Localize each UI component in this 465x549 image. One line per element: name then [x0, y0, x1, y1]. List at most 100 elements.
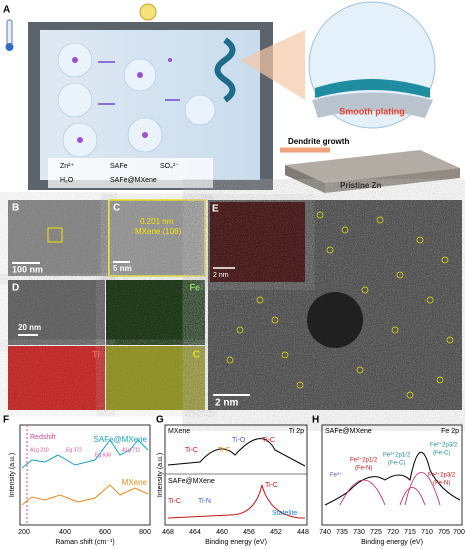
thermometer-bulb: [5, 43, 14, 51]
series-label: MXene: [168, 428, 190, 435]
x-tick-label: 200: [18, 529, 30, 536]
x-tick-label: 600: [99, 529, 111, 536]
legend-item: Zn²⁺: [60, 163, 75, 170]
arrows: [98, 61, 180, 105]
legend-item: SAFe: [110, 163, 128, 170]
scale-label: 20 nm: [18, 323, 41, 332]
legend-item: H₂O: [60, 177, 74, 184]
peak-label: (Fe-N): [355, 466, 372, 472]
peak-label: (Fe-C): [388, 461, 405, 467]
panel-f: F Redshift SAFe@MXene MXene A1g 210 Eg 3…: [3, 415, 151, 546]
map-label: C: [193, 350, 200, 361]
panel-g: G MXene Ti 2p Ti-C Ti-F Ti-O Ti-C SAFe@M…: [156, 415, 309, 546]
peak-label: Eg 372: [66, 447, 82, 453]
scale-label: 5 nm: [113, 264, 132, 273]
x-tick-label: 464: [189, 529, 201, 536]
panel-e: E 2 nm 2 nm: [208, 200, 462, 410]
plot-frame: [164, 424, 308, 526]
curve: [21, 439, 149, 469]
panel-h: H SAFe@MXene Fe 2p Fe³⁺ Fe²⁺2p1/2 (Fe-N)…: [312, 415, 465, 546]
x-tick-label: 710: [421, 529, 433, 536]
fit-peaks: [339, 472, 441, 506]
ti-texture: [8, 346, 105, 410]
redshift: Redshift: [30, 434, 56, 441]
series-label: SAFe@MXene: [168, 478, 215, 485]
curve: [21, 484, 149, 506]
edge-label: Fe 2p: [441, 428, 459, 435]
curve: [324, 451, 461, 506]
peak-label: Ti-C: [265, 482, 278, 489]
edge-label: Ti 2p: [289, 428, 304, 435]
peak-label: Fe²⁺2p3/2: [430, 442, 458, 449]
curve: [167, 438, 306, 467]
thermometer: [6, 19, 13, 46]
x-tick-label: 720: [387, 529, 399, 536]
map-label: Fe: [189, 282, 200, 292]
x-tick-label: 735: [336, 529, 348, 536]
map-label: Ti: [92, 349, 100, 359]
peak-label: Ti-C: [185, 447, 198, 454]
zoom-funnel: [240, 30, 305, 100]
panel-d: D 20 nm Fe Ti C: [8, 280, 205, 410]
x-tick-label: 715: [404, 529, 416, 536]
scale-label: 100 nm: [12, 264, 43, 274]
panel-label: A: [3, 5, 10, 16]
x-axis-label: Binding energy (eV): [205, 539, 267, 546]
scale-label: 2 nm: [213, 272, 229, 279]
c-texture: [106, 346, 205, 410]
peak-label: Ti-O: [232, 437, 246, 444]
x-tick-label: 400: [59, 529, 71, 536]
panel-label: G: [156, 415, 164, 426]
pristine-zn: Pristine Zn: [340, 181, 381, 190]
series-label: MXene: [122, 478, 148, 487]
peak-label: Fe²⁺2p1/2: [350, 457, 378, 464]
scale-label: 2 nm: [215, 398, 238, 409]
panel-label: B: [12, 203, 19, 214]
x-tick-label: 800: [139, 529, 151, 536]
x-tick-label: 448: [297, 529, 309, 536]
peak-label: (Fe-N): [433, 481, 450, 487]
series-label: SAFe@MXene: [325, 428, 372, 435]
panel-label: E: [212, 204, 219, 215]
peak-label: Fe³⁺: [330, 472, 342, 479]
panel-b: B 100 nm: [8, 200, 108, 276]
x-tick-label: 456: [243, 529, 255, 536]
peak-label: (Fe-C): [433, 451, 450, 457]
peak-label: Ti-F: [218, 447, 230, 454]
mxene-layer: [315, 79, 430, 98]
single-atoms: [226, 211, 454, 399]
y-axis-label: Intensity (a.u.): [157, 453, 164, 497]
peak-label: Ti-C: [262, 437, 275, 444]
dendrite-growth: Dendrite growth: [288, 137, 349, 146]
legend-item: SO₄²⁻: [160, 163, 179, 170]
zn-slab-front: [325, 168, 460, 193]
fe-texture: [106, 280, 205, 345]
legend-box: [48, 158, 213, 188]
inset-texture: [210, 202, 305, 282]
x-tick-label: 740: [319, 529, 331, 536]
x-axis-label: Binding energy (eV): [361, 539, 423, 546]
x-tick-label: 700: [453, 529, 465, 536]
smooth-plating: Smooth plating: [339, 106, 405, 116]
panel-c: C 0.201 nm MXene (106) 5 nm: [108, 199, 206, 277]
panel-label: F: [3, 415, 9, 426]
peak-label: Statelite: [272, 510, 297, 517]
x-tick-label: 705: [438, 529, 450, 536]
x-tick-label: 730: [353, 529, 365, 536]
x-tick-label: 468: [162, 529, 174, 536]
series-label: SAFe@MXene: [94, 435, 148, 444]
panel-label: C: [113, 203, 120, 214]
panel-label: H: [312, 415, 319, 426]
zn-slab-top: [285, 150, 460, 183]
lattice-spacing: 0.201 nm: [140, 217, 174, 226]
lattice-plane: MXene (106): [135, 227, 182, 236]
zn-surface: [312, 92, 433, 118]
curve: [167, 484, 305, 519]
peak-label: Ti-C: [168, 498, 181, 505]
dark-region: [307, 292, 363, 348]
peak-label: A1g 711: [122, 447, 140, 453]
bulb: [139, 3, 157, 21]
ions: [72, 57, 172, 143]
x-tick-label: 452: [270, 529, 282, 536]
